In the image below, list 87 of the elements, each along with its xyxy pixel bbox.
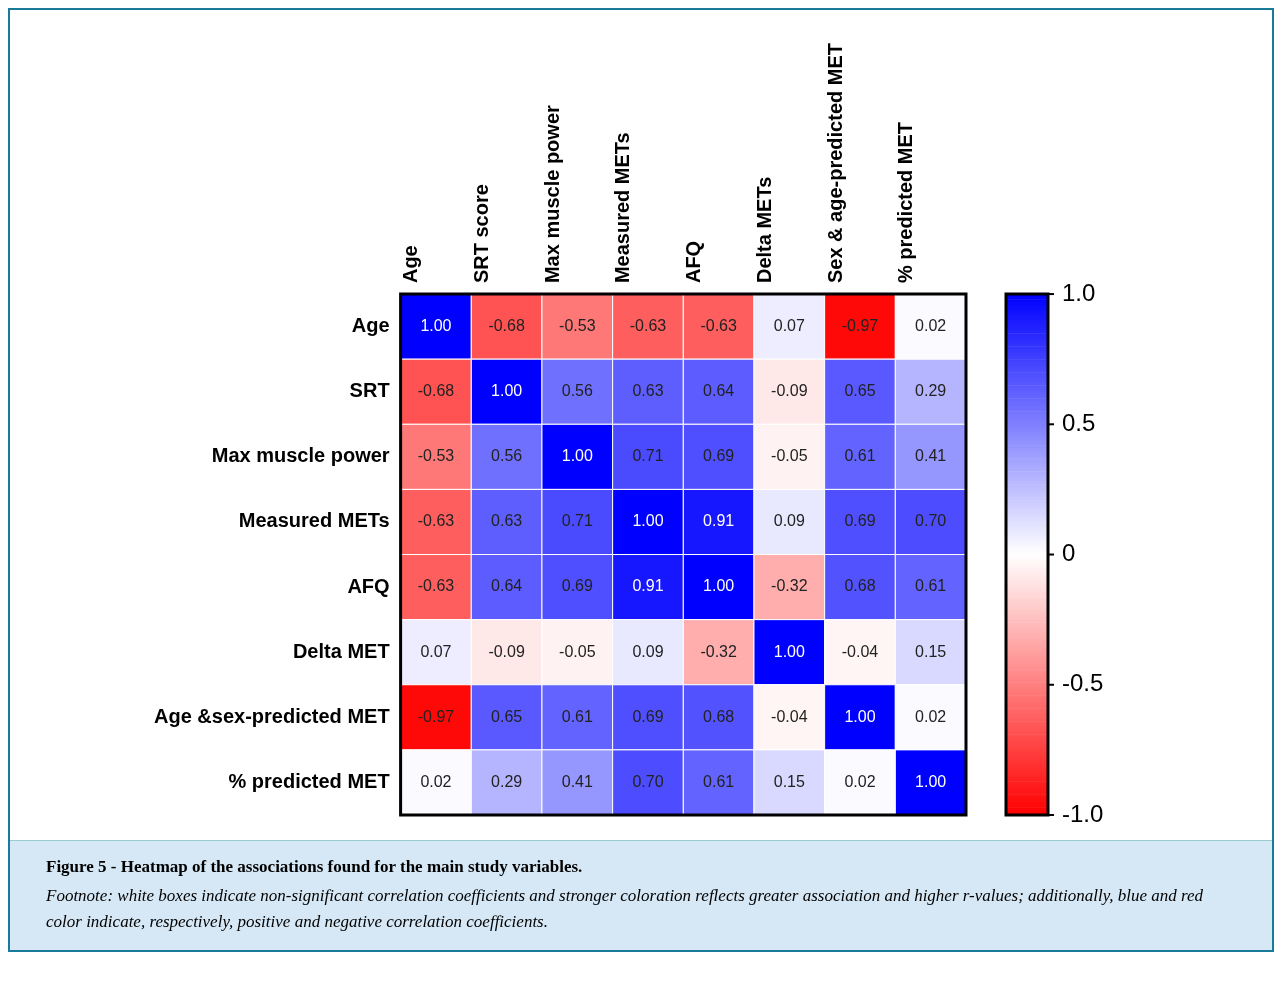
data-label: 0.15 (915, 642, 947, 660)
x-tick-label: Max muscle power (540, 105, 563, 284)
data-label: -0.32 (700, 642, 737, 660)
data-label: 1.00 (703, 577, 735, 595)
data-label: 1.00 (491, 382, 523, 400)
data-label: 0.29 (915, 382, 947, 400)
x-tick-label: Age (399, 245, 422, 284)
data-label: 1.00 (561, 447, 593, 465)
y-tick-label: Max muscle power (211, 444, 390, 467)
y-tick-label: % predicted MET (228, 769, 390, 792)
data-label: -0.09 (488, 642, 525, 660)
y-tick-label: Delta MET (292, 639, 390, 662)
data-label: 0.41 (561, 772, 593, 790)
data-label: 1.00 (915, 772, 947, 790)
x-tick-label: Measured METs (611, 132, 634, 284)
data-label: 0.61 (915, 577, 947, 595)
color-bar-label: -1.0 (1062, 799, 1104, 827)
data-label: 0.56 (561, 382, 593, 400)
data-label: 0.64 (491, 577, 523, 595)
y-tick-label: Measured METs (238, 509, 390, 532)
data-label: 1.00 (632, 512, 664, 530)
color-bar-label: 0 (1062, 539, 1076, 567)
data-label: 0.41 (915, 447, 947, 465)
x-tick-label: AFQ (682, 240, 705, 284)
data-label: 0.15 (773, 772, 805, 790)
data-label: 0.63 (491, 512, 523, 530)
data-label: 1.00 (773, 642, 805, 660)
data-label: -0.09 (771, 382, 808, 400)
color-bar-label: 1.0 (1062, 278, 1096, 306)
data-label: 0.65 (844, 382, 876, 400)
data-label: -0.04 (771, 707, 808, 725)
data-label: 1.00 (420, 317, 452, 335)
data-label: 0.71 (561, 512, 593, 530)
data-label: -0.53 (559, 317, 596, 335)
data-label: 0.70 (915, 512, 947, 530)
data-label: -0.63 (417, 512, 455, 530)
data-label: 0.91 (703, 512, 735, 530)
data-label: 0.63 (632, 382, 664, 400)
data-label: -0.63 (629, 317, 667, 335)
data-label: 0.29 (491, 772, 523, 790)
data-label: 0.70 (632, 772, 664, 790)
text: Footnote: white boxes indicate non-significant correlation coefficients and stronger coloration reflects greater association and higher r-values; additionally, blue and red color indicate, respectively, positive and negative correlation coefficients. (46, 885, 1205, 933)
x-tick-label: Delta METs (752, 176, 775, 284)
data-label: 0.65 (491, 707, 523, 725)
data-label: -0.05 (771, 447, 808, 465)
x-tick-label: Sex & age-predicted MET (823, 43, 846, 284)
data-label: -0.53 (417, 447, 455, 465)
data-label: 1.00 (844, 707, 876, 725)
data-label: 0.64 (703, 382, 735, 400)
data-label: 0.69 (703, 447, 735, 465)
data-label: 0.69 (632, 707, 664, 725)
x-tick-label: % predicted MET (894, 121, 917, 284)
data-label: 0.07 (773, 317, 805, 335)
data-label: 0.61 (844, 447, 876, 465)
data-label: 0.56 (491, 447, 523, 465)
data-label: -0.97 (417, 707, 455, 725)
y-tick-label: SRT (349, 379, 390, 402)
data-label: 0.91 (632, 577, 664, 595)
data-label: 0.68 (703, 707, 735, 725)
data-label: 0.07 (420, 642, 452, 660)
color-bar-label: 0.5 (1062, 408, 1096, 436)
data-label: 0.09 (632, 642, 664, 660)
data-label: 0.69 (561, 577, 593, 595)
data-label: 0.02 (844, 772, 876, 790)
data-label: -0.68 (488, 317, 525, 335)
data-label: -0.63 (417, 577, 455, 595)
y-tick-label: Age (351, 314, 390, 337)
data-label: -0.97 (841, 317, 879, 335)
data-label: -0.68 (417, 382, 455, 400)
data-label: 0.69 (844, 512, 876, 530)
data-label: 0.68 (844, 577, 876, 595)
color-bar-label: -0.5 (1062, 669, 1104, 697)
y-tick-label: AFQ (347, 574, 390, 597)
data-label: -0.04 (841, 642, 879, 660)
data-label: 0.09 (773, 512, 805, 530)
data-label: 0.02 (915, 317, 947, 335)
data-label: -0.05 (559, 642, 596, 660)
data-label: -0.32 (771, 577, 808, 595)
x-tick-label: SRT score (470, 184, 493, 284)
data-label: 0.61 (703, 772, 735, 790)
data-label: -0.63 (700, 317, 737, 335)
data-label: 0.02 (420, 772, 452, 790)
data-label: 0.71 (632, 447, 664, 465)
data-label: 0.02 (915, 707, 947, 725)
y-tick-label: Age &sex-predicted MET (154, 704, 390, 727)
data-label: 0.61 (561, 707, 593, 725)
text: Figure 5 - Heatmap of the associations found for the main study variables. (46, 857, 584, 877)
